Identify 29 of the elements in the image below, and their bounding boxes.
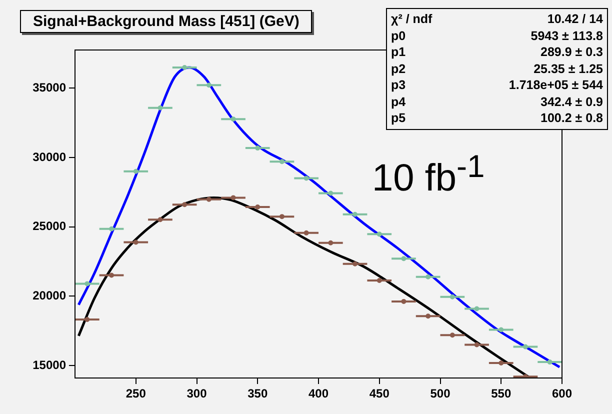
y-tick-label: 20000 [32, 288, 66, 302]
text: 5943 ± 113.8 [530, 28, 603, 44]
annotation: p5 [391, 110, 407, 126]
text: 10.42 / 14 [546, 11, 603, 28]
x-tick-label: 500 [430, 386, 451, 401]
annotation: p4 [391, 94, 407, 110]
annotation: p1 [391, 44, 407, 60]
annotation: 1.718e+05 ± 544 [508, 77, 603, 94]
annotation: 10 fb$^{-1}$ [372, 147, 485, 200]
y-tick-label: 25000 [32, 219, 66, 234]
x-tick-label: 350 [248, 386, 268, 401]
x-tick-label: 600 [552, 386, 572, 401]
annotation: 342.4 ± 0.9 [540, 94, 603, 110]
x-tick-label: 550 [491, 386, 512, 401]
x-tick-label: 450 [369, 386, 390, 401]
annotation: 100.2 ± 0.8 [540, 110, 603, 126]
text: χ² / ndf [391, 11, 432, 28]
y-tick-label: 15000 [32, 358, 66, 372]
text: p0 [391, 28, 407, 44]
annotation: 25.35 ± 1.25 [532, 60, 603, 77]
annotation: 289.9 ± 0.3 [540, 44, 603, 60]
chart-title: Signal+Background Mass [451] (GeV) [20, 10, 312, 33]
x-tick-label: 400 [308, 386, 329, 401]
annotation: p2 [391, 60, 407, 77]
x-tick-label: 300 [186, 386, 208, 401]
y-tick-label: 35000 [32, 80, 66, 94]
annotation: p3 [391, 77, 407, 94]
y-tick-label: 30000 [32, 150, 66, 164]
x-tick-label: 250 [126, 386, 146, 401]
